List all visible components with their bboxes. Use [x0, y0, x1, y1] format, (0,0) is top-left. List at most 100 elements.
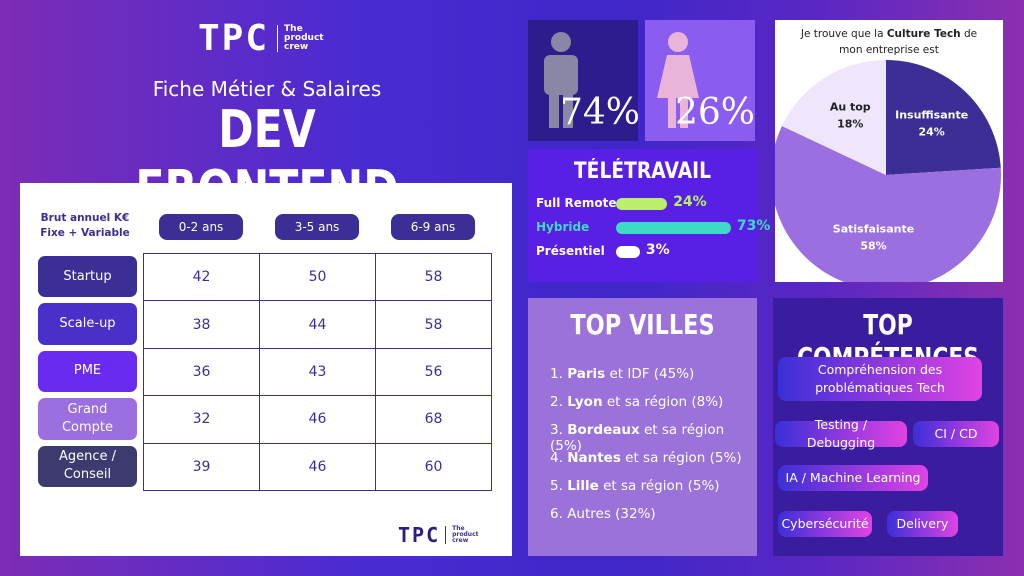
row-label: PME	[38, 350, 137, 393]
column-header: 0-2 ans	[159, 214, 243, 240]
female-icon	[657, 32, 699, 128]
column-header: 6-9 ans	[391, 214, 475, 240]
city-name: Nantes	[567, 450, 621, 466]
remote-value: 24%	[673, 194, 707, 210]
salary-cell: 44	[259, 300, 376, 349]
remote-label: Hybride	[536, 220, 590, 234]
tagline-line: product	[284, 33, 324, 43]
city-item: 4. Nantes et sa région (5%)	[550, 450, 742, 466]
salary-cell: 56	[375, 347, 492, 397]
salary-cell: 43	[259, 347, 376, 397]
table-caption: Brut annuel K€ Fixe + Variable	[34, 211, 136, 241]
tagline-line: The	[452, 525, 465, 532]
skill-pill: Testing / Debugging	[775, 417, 907, 450]
pie-chart: Insuffisante 24% Satisfaisante 58% Au top 18%	[775, 60, 1001, 282]
male-share: 74%	[560, 92, 641, 133]
city-rank: 1.	[550, 366, 563, 382]
slice-value: 18%	[837, 118, 863, 131]
caption-line: Fixe + Variable	[40, 227, 130, 239]
tagline-line: crew	[452, 537, 469, 544]
city-detail: et sa région (5%)	[625, 450, 742, 466]
slice-name: Au top	[830, 101, 871, 114]
subtitle: Fiche Métier & Salaires	[152, 77, 382, 101]
tagline-line: crew	[284, 42, 309, 52]
column-header: 3-5 ans	[275, 214, 359, 240]
salary-cell: 58	[375, 300, 492, 349]
city-item: 3. Bordeaux et sa région (5%)	[550, 422, 757, 454]
tagline-line: The	[284, 24, 303, 34]
city-item: 6. Autres (32%)	[550, 506, 656, 522]
city-detail: et IDF (45%)	[609, 366, 695, 382]
salary-cell: 38	[143, 300, 260, 349]
salary-cell: 46	[259, 442, 376, 491]
city-rank: 4.	[550, 450, 563, 466]
salary-cell: 60	[375, 442, 492, 491]
remote-bar	[616, 198, 668, 210]
remote-bar	[616, 246, 640, 258]
male-icon	[544, 32, 578, 128]
cities-card: TOP VILLES 1. Paris et IDF (45%) 2. Lyon …	[528, 298, 757, 556]
logo-text: TPC	[198, 18, 270, 59]
skill-pill: Compréhension des problématiques Tech	[778, 357, 982, 401]
title-emphasis: Culture Tech	[886, 28, 961, 40]
city-rank: 2.	[550, 394, 563, 410]
remote-bar	[616, 222, 731, 234]
remote-title: TÉLÉTRAVAIL	[573, 159, 712, 184]
title-part: Je trouve que la	[800, 28, 887, 40]
remote-label: Full Remote	[536, 196, 617, 210]
city-rank: 5.	[550, 478, 563, 494]
title-part: de mon entreprise est	[839, 28, 978, 56]
slice-name: Satisfaisante	[833, 223, 914, 236]
logo-tagline: The product crew	[277, 25, 324, 52]
row-label: Grand Compte	[38, 398, 137, 440]
female-card: 26%	[645, 20, 755, 141]
salary-cell: 68	[375, 395, 492, 444]
skill-pill: Cybersécurité	[778, 511, 872, 537]
row-label: Agence / Conseil	[38, 445, 137, 487]
city-detail: Autres (32%)	[567, 506, 656, 522]
skills-card: TOP COMPÉTENCES Compréhension des problé…	[773, 298, 1003, 556]
salary-cell: 36	[143, 347, 260, 397]
salary-cell: 46	[259, 395, 376, 444]
row-label: Scale-up	[38, 303, 137, 345]
slice-value: 24%	[918, 125, 944, 138]
salary-cell: 42	[143, 253, 260, 302]
pie-slice	[775, 126, 1001, 282]
male-card: 74%	[528, 20, 641, 141]
skill-pill: Delivery	[887, 511, 958, 537]
remote-card: TÉLÉTRAVAIL Full Remote 24% Hybride 73% Prés…	[528, 149, 770, 282]
skill-pill: CI / CD	[913, 421, 999, 447]
caption-line: Brut annuel K€	[40, 212, 130, 224]
city-rank: 6.	[550, 506, 563, 522]
city-name: Lyon	[567, 394, 603, 410]
city-item: 1. Paris et IDF (45%)	[550, 366, 694, 382]
salary-cell: 58	[375, 253, 492, 302]
remote-value: 3%	[645, 242, 670, 258]
city-detail: et sa région (5%)	[550, 422, 725, 454]
city-item: 2. Lyon et sa région (8%)	[550, 394, 723, 410]
city-detail: et sa région (8%)	[606, 394, 724, 410]
city-name: Paris	[567, 366, 606, 382]
logo-text: TPC	[398, 523, 441, 547]
table-logo: TPC The product crew	[398, 523, 479, 547]
slice-name: Insuffisante	[895, 108, 968, 121]
city-item: 5. Lille et sa région (5%)	[550, 478, 720, 494]
slice-value: 58%	[860, 240, 886, 253]
logo: TPC The product crew	[198, 18, 324, 59]
culture-card: Je trouve que la Culture Tech de mon ent…	[775, 20, 1003, 282]
city-rank: 3.	[550, 422, 563, 438]
female-share: 26%	[675, 92, 756, 133]
row-label: Startup	[38, 256, 137, 298]
skill-pill: IA / Machine Learning	[778, 465, 928, 491]
tagline-line: product	[452, 531, 479, 538]
city-name: Lille	[567, 478, 599, 494]
salary-cell: 39	[143, 442, 260, 491]
remote-value: 73%	[736, 218, 771, 234]
cities-title: TOP VILLES	[570, 308, 715, 341]
culture-title: Je trouve que la Culture Tech de mon ent…	[795, 26, 983, 58]
pie-slice	[781, 60, 886, 175]
city-detail: et sa région (5%)	[603, 478, 720, 494]
pie-slice	[886, 60, 1001, 175]
logo-tagline: The product crew	[445, 525, 479, 544]
